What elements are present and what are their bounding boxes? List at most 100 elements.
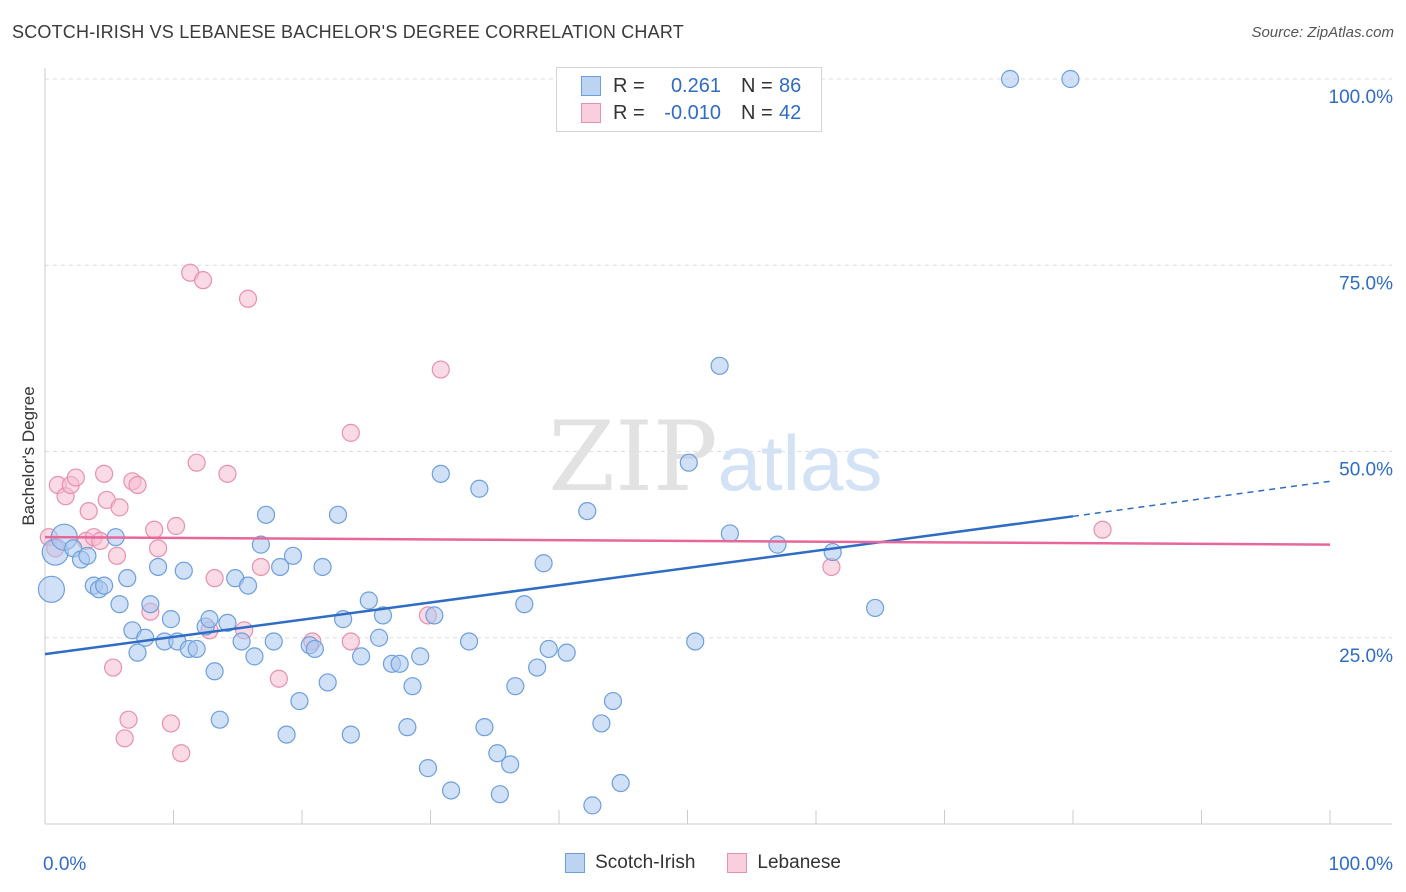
lebanese-point (145, 520, 164, 539)
scotch-irish-point (411, 647, 430, 666)
legend-n-label: N = (741, 74, 773, 97)
scotch-irish-point (352, 647, 371, 666)
watermark: ZIP atlas (548, 401, 882, 513)
scotch-irish-point (205, 662, 224, 681)
scotch-irish-point (534, 554, 553, 573)
lebanese-trend-line (44, 535, 1331, 546)
lebanese-point (95, 464, 114, 483)
lebanese-point (205, 569, 224, 588)
scotch-irish-point (583, 796, 602, 815)
scotch-irish-point (425, 606, 444, 625)
legend-n-label: N = (741, 101, 773, 124)
lebanese-point (341, 632, 360, 651)
scotch-irish-point (441, 781, 461, 800)
lebanese-point (104, 658, 123, 677)
legend-r-label: R = (613, 74, 645, 97)
lebanese-point (218, 464, 237, 483)
scotch-irish-point (232, 632, 251, 651)
lebanese-point (91, 531, 110, 551)
scotch-irish-point (318, 673, 337, 692)
scotch-irish-point (501, 755, 520, 774)
lebanese-points (39, 263, 1112, 763)
lebanese-point (187, 453, 206, 472)
scotch-irish-point (823, 542, 842, 562)
scotch-irish-point (256, 505, 276, 524)
scotch-irish-point (277, 725, 296, 744)
legend-label-lebanese: Lebanese (757, 852, 841, 873)
scotch-irish-point (686, 632, 705, 651)
scotch-irish-point (271, 557, 290, 577)
scotch-irish-point (245, 647, 264, 666)
y-tick-label: 25.0% (1339, 646, 1393, 667)
scotch-irish-point (539, 639, 558, 659)
scotch-irish-point (148, 557, 168, 577)
lebanese-point (119, 710, 138, 729)
legend-item-lebanese: Lebanese (727, 852, 841, 874)
lebanese-point (341, 423, 360, 442)
lebanese-point (110, 498, 129, 517)
scotch-irish-point (679, 453, 698, 472)
x-tick-label-min: 0.0% (43, 854, 86, 875)
scotch-irish-point (95, 576, 114, 595)
legend-swatch-pink (727, 853, 748, 873)
scotch-irish-point (264, 632, 283, 651)
scotch-irish-point (459, 632, 479, 651)
scotch-irish-point (1000, 69, 1020, 89)
legend-row-lebanese: R = -0.010 N = 42 (581, 101, 801, 125)
scotch-irish-point (515, 595, 534, 614)
scotch-irish-trend-extension (1072, 480, 1331, 518)
scotch-irish-point (866, 598, 885, 618)
scotch-irish-trend-line (44, 515, 1074, 656)
scotch-irish-point (611, 773, 630, 793)
scotch-irish-point (373, 606, 393, 625)
scotch-irish-point (161, 610, 181, 629)
correlation-legend: R = 0.261 N = 86 R = -0.010 N = 42 (556, 67, 822, 132)
legend-n-value: 42 (779, 101, 802, 124)
chart-title: SCOTCH-IRISH VS LEBANESE BACHELOR'S DEGR… (12, 22, 684, 42)
source-label: Source: ZipAtlas.com (1251, 24, 1394, 41)
y-axis-title: Bachelor's Degree (19, 386, 38, 525)
legend-row-scotch-irish: R = 0.261 N = 86 (581, 74, 801, 98)
scotch-irish-point (403, 677, 422, 696)
scotch-irish-point (118, 569, 137, 588)
scotch-irish-point (359, 591, 378, 610)
lebanese-point (193, 271, 213, 290)
scotch-irish-point (398, 718, 417, 737)
lebanese-point (1093, 520, 1112, 539)
scotch-irish-point (174, 561, 193, 580)
scotch-irish-point (1061, 69, 1080, 89)
lebanese-point (251, 557, 270, 577)
lebanese-point (107, 546, 127, 565)
scotch-irish-point (488, 744, 507, 763)
scotch-irish-point (328, 505, 348, 524)
watermark-atlas: atlas (718, 419, 883, 507)
axis-labels: 25.0% 50.0% 75.0% 100.0% 0.0% 100.0% Bachelor'… (19, 87, 1393, 875)
scotch-irish-point (720, 524, 740, 543)
scotch-irish-point (592, 714, 611, 733)
scotch-irish-point (557, 643, 576, 662)
lebanese-point (148, 539, 168, 558)
lebanese-point (79, 502, 98, 521)
x-tick-label-max: 100.0% (1329, 854, 1394, 875)
legend-label-scotch-irish: Scotch-Irish (595, 852, 696, 873)
scotch-irish-point (128, 643, 147, 662)
lebanese-point (66, 468, 85, 487)
legend-r-value: -0.010 (664, 101, 721, 124)
scotch-irish-point (470, 479, 489, 498)
legend-r-label: R = (613, 101, 645, 124)
scotch-irish-point (141, 595, 160, 614)
scotch-irish-point (528, 658, 547, 677)
legend-n-value: 86 (779, 74, 802, 97)
lebanese-point (238, 289, 258, 308)
scotch-irish-point (475, 718, 494, 737)
scotch-irish-point (305, 639, 324, 659)
scotch-irish-point (251, 535, 270, 554)
scotch-irish-point (200, 610, 219, 629)
lebanese-point (128, 475, 147, 495)
scotch-irish-point (290, 691, 309, 711)
scotch-irish-point (187, 639, 206, 659)
scotch-irish-points (37, 69, 1080, 815)
axes (44, 68, 1392, 825)
lebanese-point (172, 744, 191, 763)
scotch-irish-point (431, 464, 450, 483)
